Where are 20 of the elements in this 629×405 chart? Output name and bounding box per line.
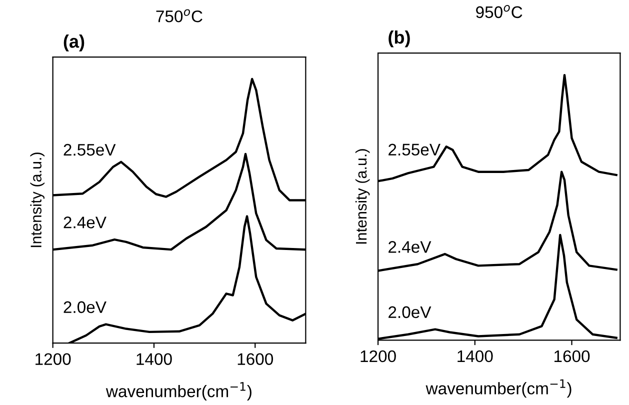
text: (b) bbox=[388, 30, 410, 48]
series-label: 2.4eV bbox=[388, 241, 432, 253]
text: (a) bbox=[64, 34, 84, 52]
x-tick-label: 1200 bbox=[360, 350, 396, 362]
x-tick-label: 1400 bbox=[458, 350, 493, 362]
y-axis-title: Intensity (a.u.) bbox=[355, 149, 370, 244]
chart-title: 950$^{o}$C bbox=[476, 5, 522, 18]
x-tick-label: 1200 bbox=[36, 353, 71, 365]
x-axis-title: wavenumber(cm$^{−1}$) bbox=[426, 379, 572, 398]
series-label: 2.0eV bbox=[64, 301, 106, 314]
chart-title: 750$^{o}$C bbox=[156, 9, 202, 22]
series-label: 2.55eV bbox=[64, 144, 116, 156]
series-label: 2.0eV bbox=[388, 306, 432, 318]
series-label: 2.55eV bbox=[388, 144, 440, 156]
x-tick-label: 1400 bbox=[136, 353, 172, 365]
series-label: 2.4eV bbox=[64, 216, 106, 228]
x-tick-label: 1600 bbox=[554, 350, 590, 362]
x-tick-label: 1600 bbox=[238, 353, 274, 365]
y-axis-title: Intensity (a.u.) bbox=[30, 152, 45, 248]
x-axis-title: wavenumber(cm$^{−1}$) bbox=[106, 382, 252, 401]
